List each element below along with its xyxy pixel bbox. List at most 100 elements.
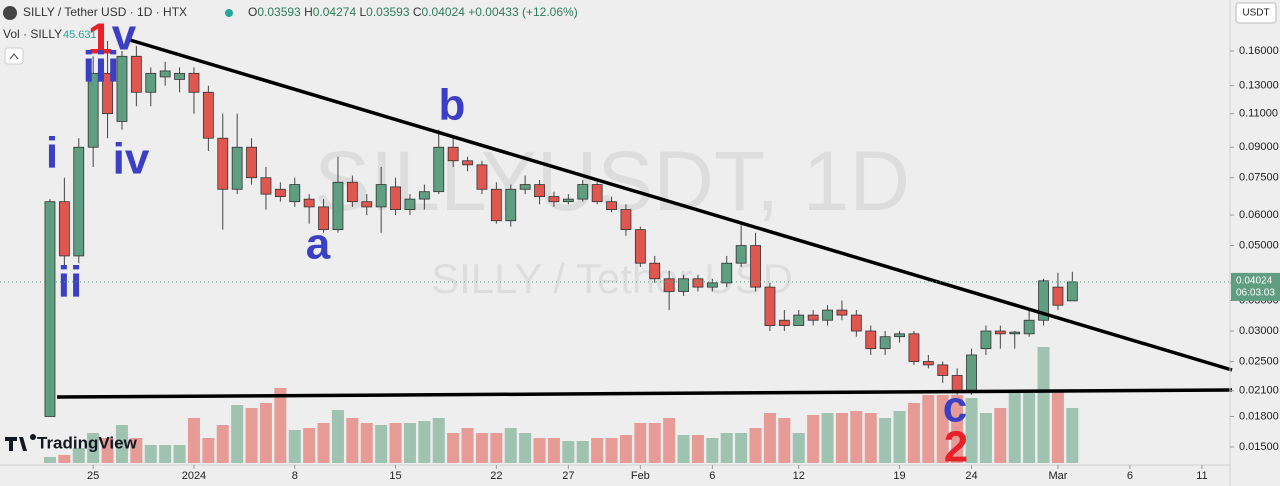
wave-label: b (439, 81, 466, 130)
candle-body (490, 188, 502, 222)
volume-bar (144, 445, 157, 463)
currency-label: USDT (1242, 8, 1269, 19)
candle-body (390, 186, 401, 210)
volume-layer (43, 347, 1079, 463)
volume-bar (346, 418, 359, 463)
volume-bar (619, 435, 632, 463)
collapse-button[interactable] (4, 47, 24, 65)
candle-body (231, 146, 243, 190)
volume-bar (691, 435, 704, 463)
x-tick-label: 6 (709, 470, 715, 482)
x-tick-label: Mar (1048, 470, 1067, 482)
volume-bar (1023, 393, 1036, 463)
logo: TradingView (5, 433, 138, 452)
candle-body (980, 330, 992, 350)
candle-body (418, 191, 430, 200)
volume-bar (1008, 390, 1021, 463)
y-tick-label: 0.13000 (1239, 80, 1279, 92)
currency-button[interactable] (1235, 2, 1277, 24)
volume-bar (115, 425, 128, 463)
volume-bar (533, 438, 546, 463)
candle-body (850, 314, 862, 332)
y-tick-label: 0.11000 (1239, 108, 1278, 120)
volume-bar (706, 438, 719, 463)
candle-body (663, 278, 675, 292)
volume-bar (317, 423, 330, 463)
volume-bar (202, 438, 215, 463)
x-tick-label: 8 (292, 470, 298, 482)
candle-body (318, 206, 329, 231)
x-tick-label: 12 (793, 470, 805, 482)
candle-layer (44, 40, 1078, 417)
open: 0.03593 (257, 5, 301, 19)
volume-bar (43, 457, 56, 463)
volume-bar (375, 425, 388, 463)
candle-body (750, 245, 761, 288)
volume-bar (288, 430, 301, 463)
volume-bar (735, 433, 748, 463)
candle-body (793, 314, 805, 326)
volume-bar (576, 441, 589, 463)
volume-bar (259, 403, 272, 463)
watermark-subtitle: SILLY / Tether USD (431, 255, 793, 302)
volume-bar (432, 418, 445, 463)
volume-bar (907, 403, 920, 463)
volume-bar (605, 438, 618, 463)
candle-body (778, 319, 790, 326)
volume-bar (447, 433, 460, 463)
volume-bar (648, 423, 661, 463)
volume-bar (979, 413, 992, 463)
ohlc: O0.03593 H0.04274 L0.03593 C0.04024 +0.0… (248, 5, 578, 19)
candle-body (692, 278, 704, 288)
volume-bar (850, 411, 863, 463)
volume-bar (187, 418, 200, 463)
candle-body (87, 72, 99, 148)
candle-body (922, 361, 934, 366)
candle-body (145, 72, 157, 93)
candle-body (764, 286, 776, 326)
logo-mark (5, 434, 36, 451)
volume-bar (331, 410, 344, 463)
volume-bar (951, 395, 964, 463)
candle-body (836, 309, 848, 316)
volume-bar (763, 413, 776, 463)
volume-bar (893, 411, 906, 463)
status-dot (225, 9, 233, 17)
volume-bar (864, 413, 877, 463)
candle-body (505, 188, 517, 222)
wave-label: ii (58, 258, 82, 307)
x-tick-label: Feb (631, 470, 650, 482)
y-tick-label: 0.05000 (1239, 239, 1279, 251)
wave-label: v (112, 11, 137, 60)
volume-bar (922, 395, 935, 463)
close: 0.04024 (422, 5, 466, 19)
volume-bar (173, 445, 186, 463)
wave-label: i (46, 129, 58, 178)
volume-bar (418, 421, 431, 463)
candle-body (375, 184, 387, 208)
y-tick-label: 0.03000 (1239, 325, 1279, 337)
volume-bar (663, 418, 676, 463)
candle-body (966, 354, 977, 392)
x-tick-label: 25 (87, 470, 99, 482)
candle-body (591, 184, 603, 203)
candle-body (346, 181, 358, 203)
volume-bar (807, 415, 820, 463)
symbol-icon (3, 6, 17, 20)
volume-bar (519, 433, 532, 463)
volume-bar (216, 425, 229, 463)
volume-bar (965, 398, 978, 463)
volume-bar (720, 433, 733, 463)
candle-body (606, 201, 617, 210)
candle-body (879, 336, 891, 350)
volume-bar (360, 423, 373, 463)
volume-bar (879, 418, 892, 463)
candle-body (1066, 281, 1078, 302)
candle-body (332, 181, 344, 231)
candle-body (534, 184, 545, 198)
volume-bar (562, 441, 575, 463)
y-tick-label: 0.01500 (1239, 441, 1279, 453)
y-tick-label: 0.09000 (1239, 141, 1279, 153)
y-tick-label: 0.02500 (1239, 355, 1279, 367)
